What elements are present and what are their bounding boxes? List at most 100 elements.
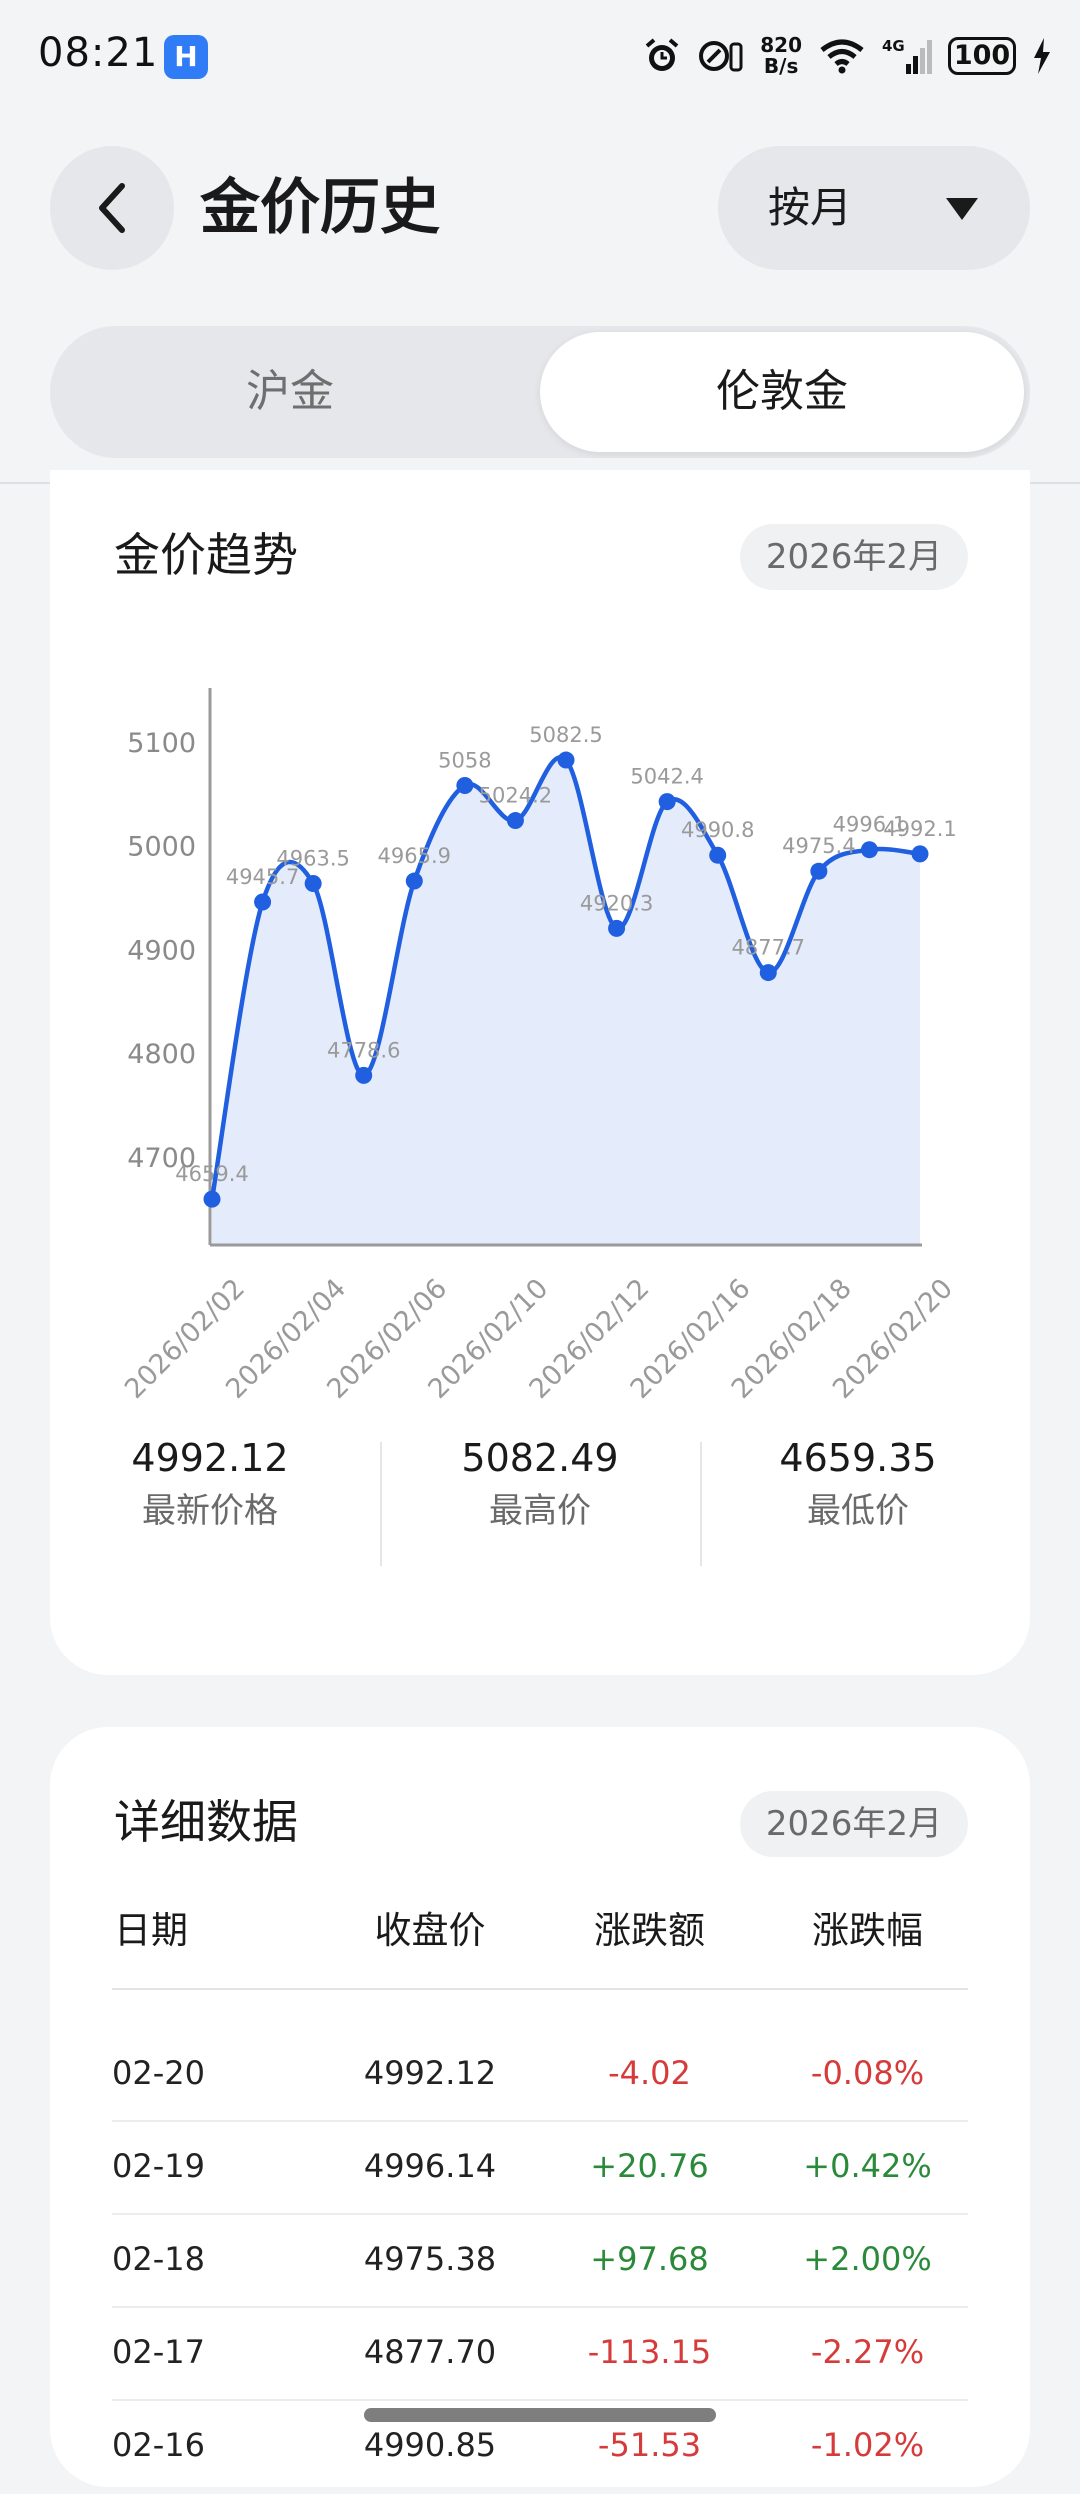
status-icons: 820 B/s 4G 100 [642,30,1052,82]
battery-icon: 100 [948,37,1016,75]
chart-point [658,793,676,811]
table-row[interactable]: 02-18 4975.38 +97.68 +2.00% [112,2215,968,2308]
cell-change: -51.53 [597,2426,702,2464]
detail-month-chip[interactable]: 2026年2月 [740,1791,968,1857]
y-tick-label: 5000 [127,832,196,863]
cell-close: 4992.12 [363,2054,497,2092]
chart-point [709,846,727,864]
detail-card-title: 详细数据 [114,1795,298,1849]
chart-data-label: 4963.5 [276,847,349,871]
stat-divider [700,1442,702,1566]
stat-high: 5082.49 最高价 [380,1432,700,1536]
net-speed-unit: B/s [763,54,799,78]
price-stats: 4992.12 最新价格 5082.49 最高价 4659.35 最低价 [50,1432,1030,1572]
caret-down-icon [946,198,978,220]
cell-date: 02-17 [112,2333,205,2371]
cell-close: 4996.14 [363,2147,497,2185]
cell-change-pct: -0.08% [810,2054,925,2092]
chart-point [304,875,322,893]
table-row[interactable]: 02-19 4996.14 +20.76 +0.42% [112,2122,968,2215]
chart-data-label: 5024.2 [479,784,552,808]
cell-close: 4975.38 [363,2240,497,2278]
charging-bolt-icon [1032,38,1052,74]
chart-point [608,919,626,937]
col-header-change: 涨跌额 [594,1909,705,1952]
chart-data-label: 5058 [438,748,491,772]
col-header-date: 日期 [114,1909,188,1952]
chart-data-label: 5042.4 [630,765,703,789]
page-title: 金价历史 [200,173,440,243]
cell-date: 02-18 [112,2240,205,2278]
cell-close: 4877.70 [363,2333,497,2371]
table-row[interactable]: 02-17 4877.70 -113.15 -2.27% [112,2308,968,2401]
chart-data-label: 4975.4 [782,834,855,858]
chart-point [506,812,524,830]
chart-data-label: 4877.7 [732,936,805,960]
chart-point [557,751,575,769]
stat-high-label: 最高价 [489,1491,591,1531]
app-notification-icon: H [164,35,208,79]
back-button[interactable] [50,146,174,270]
stat-low-value: 4659.35 [779,1436,937,1480]
cell-date: 02-16 [112,2426,205,2464]
chart-point [911,845,929,863]
status-bar: 08:21 H 820 B/s 4G 100 [0,0,1080,118]
cell-change-pct: +0.42% [803,2147,932,2185]
chart-point [759,964,777,982]
table-row[interactable]: 02-20 4992.12 -4.02 -0.08% [112,2029,968,2122]
cell-date: 02-20 [112,2054,205,2092]
tab-shanghai-gold[interactable]: 沪金 [246,366,334,417]
y-tick-label: 4800 [127,1039,196,1070]
wifi-icon [818,36,866,76]
chart-point [456,776,474,794]
chart-data-label: 4992.1 [883,817,956,841]
y-tick-label: 4700 [127,1143,196,1174]
cell-change-pct: -1.02% [810,2426,925,2464]
chart-point [254,893,272,911]
cell-change-pct: +2.00% [803,2240,932,2278]
home-indicator[interactable] [364,2408,716,2422]
tab-london-gold[interactable]: 伦敦金 [540,332,1024,452]
chart-point [810,862,828,880]
cell-date: 02-19 [112,2147,205,2185]
col-header-close: 收盘价 [374,1909,486,1952]
cell-change: +97.68 [590,2240,709,2278]
chart-point [860,841,878,859]
chart-data-label: 4965.9 [378,844,451,868]
stat-low-label: 最低价 [807,1491,909,1531]
alarm-icon [642,36,682,76]
stat-high-value: 5082.49 [461,1436,619,1480]
stat-latest-value: 4992.12 [131,1436,289,1480]
status-time: 08:21 [38,30,159,76]
stat-latest: 4992.12 最新价格 [50,1432,370,1536]
chart-data-label: 4990.8 [681,818,754,842]
network-speed: 820 B/s [760,35,802,77]
chevron-left-icon [99,183,125,233]
cell-change-pct: -2.27% [810,2333,925,2371]
chart-data-label: 4996.1 [833,813,906,837]
stat-divider [380,1442,382,1566]
cell-change: -113.15 [587,2333,712,2371]
cell-change: +20.76 [590,2147,709,2185]
y-tick-label: 5100 [127,728,196,759]
data-saver-icon [698,36,744,76]
net-speed-value: 820 [760,33,802,57]
market-tabs: 沪金 伦敦金 [50,326,1030,458]
chart-data-label: 4945.7 [226,865,299,889]
chart-data-label: 5082.5 [529,723,602,747]
trend-card-title: 金价趋势 [114,528,298,582]
chart-point [405,872,423,890]
stat-low: 4659.35 最低价 [698,1432,1018,1536]
trend-month-chip[interactable]: 2026年2月 [740,524,968,590]
cell-close: 4990.85 [363,2426,497,2464]
chart-area-fill [212,757,920,1245]
col-header-change-pct: 涨跌幅 [812,1909,923,1952]
cellular-signal-icon: 4G [882,36,932,76]
chart-point [355,1066,373,1084]
cell-change: -4.02 [608,2054,691,2092]
table-header-divider [112,1988,968,1990]
chart-data-label: 4659.4 [175,1162,248,1186]
period-dropdown[interactable]: 按月 [718,146,1030,270]
chart-point [203,1190,221,1208]
